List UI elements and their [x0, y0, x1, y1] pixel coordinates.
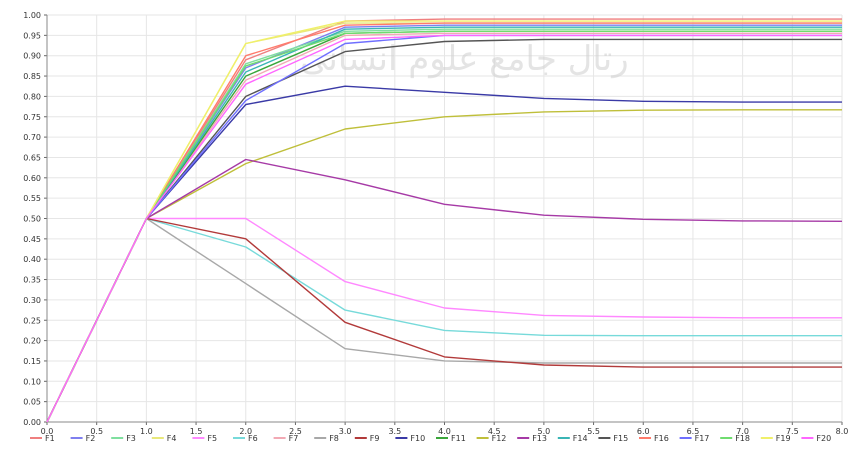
y-tick-label: 0.40 — [23, 255, 41, 264]
y-tick-label: 0.00 — [23, 418, 41, 427]
y-tick-label: 0.90 — [23, 52, 41, 61]
legend-label: F16 — [654, 434, 669, 443]
series-line-f16 — [46, 22, 842, 423]
legend-item-f8: F8 — [314, 434, 339, 443]
y-tick-label: 1.00 — [23, 11, 41, 20]
x-tick-label: 3.0 — [339, 427, 352, 436]
legend-item-f11: F11 — [436, 434, 466, 443]
legend-label: F2 — [86, 434, 96, 443]
series-line-f13 — [46, 158, 843, 423]
legend-label: F15 — [613, 434, 628, 443]
legend-item-f19: F19 — [760, 434, 791, 443]
y-tick-label: 0.45 — [23, 235, 41, 244]
x-tick-label: 5.5 — [587, 427, 600, 436]
legend-label: F4 — [167, 434, 177, 443]
series-line-f9 — [46, 217, 842, 423]
y-tick-label: 0.10 — [23, 377, 41, 386]
series-line-f1 — [46, 18, 842, 423]
legend-label: F10 — [410, 434, 425, 443]
series-line-f6 — [46, 217, 842, 423]
series-line-f15 — [46, 38, 842, 423]
legend-label: F18 — [735, 434, 750, 443]
series-line-f20 — [46, 34, 842, 423]
legend-label: F7 — [289, 434, 299, 443]
y-tick-label: 0.25 — [23, 316, 41, 325]
legend-label: F1 — [45, 434, 55, 443]
y-tick-label: 0.70 — [23, 133, 41, 142]
legend-label: F9 — [370, 434, 380, 443]
y-tick-label: 0.55 — [23, 194, 41, 203]
legend-label: F13 — [532, 434, 547, 443]
legend-label: F12 — [492, 434, 507, 443]
legend-item-f1: F1 — [30, 434, 55, 443]
y-tick-label: 0.15 — [23, 357, 41, 366]
y-tick-label: 0.60 — [23, 174, 41, 183]
legend-label: F17 — [695, 434, 710, 443]
legend-label: F5 — [207, 434, 217, 443]
y-tick-label: 0.65 — [23, 153, 41, 162]
legend-item-f13: F13 — [517, 434, 547, 443]
series-line-f10 — [46, 85, 842, 423]
series-line-f7 — [46, 32, 842, 423]
legend-label: F20 — [816, 434, 831, 443]
y-tick-label: 0.30 — [23, 296, 41, 305]
legend-item-f7: F7 — [273, 434, 299, 443]
x-tick-label: 3.5 — [388, 427, 401, 436]
legend-label: F14 — [573, 434, 588, 443]
x-tick-label: 7.5 — [786, 427, 799, 436]
x-tick-label: 8.0 — [836, 427, 849, 436]
legend-item-f2: F2 — [70, 434, 96, 443]
y-tick-label: 0.20 — [23, 337, 41, 346]
legend-item-f20: F20 — [801, 434, 831, 443]
series-line-f12 — [46, 109, 842, 423]
legend-item-f10: F10 — [395, 434, 425, 443]
legend-label: F11 — [451, 434, 466, 443]
watermark: رتال جامع علوم انسانی — [300, 39, 629, 79]
y-tick-label: 0.35 — [23, 276, 41, 285]
legend-item-f5: F5 — [192, 434, 217, 443]
legend-label: F19 — [776, 434, 791, 443]
legend-item-f18: F18 — [720, 434, 750, 443]
legend: F1 F2 F3 F4 F5 F6 F7 F8 F9 F10 F11 F12 F13 F14 F15 F16 F… — [30, 434, 831, 443]
series-lines — [46, 18, 843, 423]
legend-label: F3 — [126, 434, 136, 443]
legend-item-f15: F15 — [598, 434, 628, 443]
x-tick-label: 2.0 — [239, 427, 252, 436]
legend-label: F6 — [248, 434, 258, 443]
x-tick-label: 1.5 — [190, 427, 203, 436]
y-tick-label: 0.50 — [23, 215, 41, 224]
legend-item-f3: F3 — [111, 434, 136, 443]
legend-item-f12: F12 — [476, 434, 507, 443]
x-tick-label: 0.0 — [41, 427, 54, 436]
x-tick-label: 4.5 — [488, 427, 501, 436]
legend-item-f17: F17 — [679, 434, 710, 443]
legend-label: F8 — [329, 434, 339, 443]
legend-item-f14: F14 — [557, 434, 588, 443]
x-tick-label: 1.0 — [140, 427, 153, 436]
x-tick-label: 4.0 — [438, 427, 451, 436]
series-line-f8 — [46, 217, 842, 423]
series-line-f18 — [46, 30, 842, 423]
y-tick-label: 0.85 — [23, 72, 41, 81]
y-tick-label: 0.95 — [23, 31, 41, 40]
y-tick-label: 0.80 — [23, 92, 41, 101]
legend-item-f9: F9 — [354, 434, 380, 443]
x-tick-label: 0.5 — [90, 427, 103, 436]
legend-item-f16: F16 — [639, 434, 669, 443]
legend-item-f6: F6 — [233, 434, 258, 443]
series-line-f5 — [46, 217, 842, 423]
x-tick-label: 7.0 — [736, 427, 749, 436]
x-tick-label: 5.0 — [538, 427, 551, 436]
x-tick-label: 6.5 — [687, 427, 700, 436]
y-tick-label: 0.75 — [23, 113, 41, 122]
axes: 0.00 0.05 0.10 0.15 0.20 0.25 0.30 0.35 0.40 0.45… — [23, 11, 848, 436]
x-tick-label: 6.0 — [637, 427, 650, 436]
legend-item-f4: F4 — [151, 434, 177, 443]
y-tick-label: 0.05 — [23, 398, 41, 407]
x-tick-label: 2.5 — [289, 427, 302, 436]
series-line-f14 — [46, 26, 842, 423]
series-line-f19 — [46, 20, 842, 423]
